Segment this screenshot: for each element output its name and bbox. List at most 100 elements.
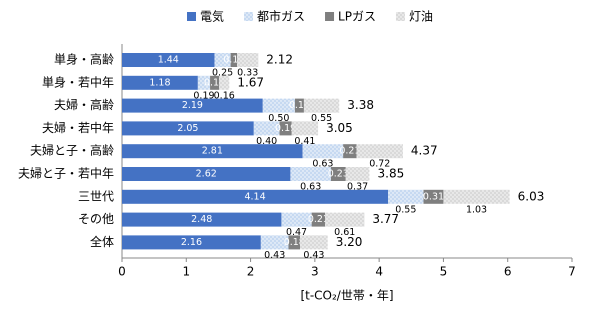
bar-segment xyxy=(214,53,231,67)
x-tick-label: 2 xyxy=(247,265,255,279)
bar-segment xyxy=(290,167,331,181)
total-label: 2.12 xyxy=(266,53,293,67)
x-tick-label: 1 xyxy=(182,265,190,279)
bar-segment xyxy=(288,235,301,250)
bar-segment xyxy=(122,121,254,136)
value-label: 0.50 xyxy=(268,113,289,124)
bar-segment xyxy=(122,189,389,204)
value-label: 1.18 xyxy=(149,77,170,88)
bar-segment xyxy=(423,189,444,204)
bar-segment xyxy=(343,144,357,159)
bar-segment xyxy=(388,189,424,204)
value-label: 2.81 xyxy=(202,146,223,157)
value-label: 0.55 xyxy=(395,204,416,215)
value-label: 2.16 xyxy=(181,237,202,248)
y-tick-label: 夫婦・若中年 xyxy=(42,120,114,135)
x-tick-label: 4 xyxy=(375,265,383,279)
bar-segment xyxy=(122,235,261,250)
value-label: 0.55 xyxy=(311,113,332,124)
total-label: 6.03 xyxy=(518,189,545,203)
bar-segment xyxy=(122,212,282,227)
value-label: 0.37 xyxy=(347,182,368,193)
bar-segment xyxy=(302,144,344,159)
value-label: 2.19 xyxy=(182,100,203,111)
value-label: 0.19 xyxy=(193,90,214,101)
y-tick-label: 全体 xyxy=(90,234,114,249)
value-label: 0.19 xyxy=(275,123,296,134)
value-label: 0.63 xyxy=(300,182,321,193)
legend-label: 都市ガス xyxy=(257,9,305,24)
bar-segment xyxy=(281,212,312,227)
x-tick-label: 7 xyxy=(568,265,576,279)
bar-segment xyxy=(122,53,215,67)
value-label: 2.48 xyxy=(191,214,212,225)
bar-segment xyxy=(122,75,198,90)
value-label: 0.21 xyxy=(308,214,329,225)
bar-segment xyxy=(230,53,238,67)
legend-swatch xyxy=(395,12,405,21)
x-tick-label: 5 xyxy=(440,265,448,279)
x-tick-label: 0 xyxy=(118,265,126,279)
bar-segment xyxy=(345,167,370,181)
value-label: 0.10 xyxy=(223,55,244,66)
value-label: 0.23 xyxy=(328,169,349,180)
x-tick-label: 3 xyxy=(311,265,319,279)
total-label: 3.20 xyxy=(336,235,363,249)
value-label: 0.43 xyxy=(303,250,324,261)
bar-segment xyxy=(122,167,291,181)
value-label: 0.40 xyxy=(256,136,277,147)
legend-label: LPガス xyxy=(338,10,376,24)
y-tick-label: 単身・若中年 xyxy=(42,74,114,89)
value-label: 0.33 xyxy=(237,68,258,79)
y-tick-label: 単身・高齢 xyxy=(54,52,114,67)
y-tick-label: その他 xyxy=(78,212,114,226)
total-label: 4.37 xyxy=(411,144,438,158)
bar-segment xyxy=(122,98,263,113)
bar-segment xyxy=(260,235,289,250)
total-label: 3.38 xyxy=(347,98,374,112)
bar-segment xyxy=(210,75,220,90)
value-label: 0.63 xyxy=(312,159,333,170)
value-label: 1.44 xyxy=(158,55,179,66)
bar-segment xyxy=(311,212,326,227)
y-tick-label: 夫婦と子・若中年 xyxy=(18,166,114,181)
value-label: 0.18 xyxy=(284,237,305,248)
bar-segment xyxy=(291,121,319,136)
value-label: 0.41 xyxy=(294,136,315,147)
bar-segment xyxy=(294,98,304,113)
legend-swatch xyxy=(325,12,335,21)
value-label: 0.14 xyxy=(204,77,225,88)
y-tick-label: 夫婦・高齢 xyxy=(54,97,114,112)
bar-segment xyxy=(253,121,280,136)
bar-segment xyxy=(262,98,295,113)
bar-segment xyxy=(122,144,303,159)
legend-label: 灯油 xyxy=(409,10,433,24)
bar-segment xyxy=(219,75,230,90)
bar-segment xyxy=(325,212,365,227)
value-label: 0.14 xyxy=(289,100,310,111)
bar-segment xyxy=(279,121,292,136)
value-label: 2.05 xyxy=(177,123,198,134)
value-label: 0.21 xyxy=(339,146,360,157)
total-label: 3.05 xyxy=(326,121,353,135)
value-label: 0.31 xyxy=(423,191,444,202)
y-tick-label: 夫婦と子・高齢 xyxy=(30,143,114,158)
y-tick-label: 三世代 xyxy=(78,189,114,203)
total-label: 1.67 xyxy=(237,75,264,89)
legend-swatch xyxy=(187,12,196,21)
bar-segment xyxy=(237,53,259,67)
legend-label: 電気 xyxy=(200,9,224,24)
value-label: 0.25 xyxy=(212,68,233,79)
value-label: 0.43 xyxy=(264,250,285,261)
value-label: 0.72 xyxy=(369,159,390,170)
total-label: 3.85 xyxy=(378,167,405,181)
value-label: 2.62 xyxy=(196,169,217,180)
bar-segment xyxy=(197,75,211,90)
value-label: 1.03 xyxy=(466,204,487,215)
value-label: 4.14 xyxy=(244,191,265,202)
bar-segment xyxy=(330,167,346,181)
bar-segment xyxy=(443,189,510,204)
value-label: 0.16 xyxy=(214,90,235,101)
total-label: 3.77 xyxy=(372,212,399,226)
